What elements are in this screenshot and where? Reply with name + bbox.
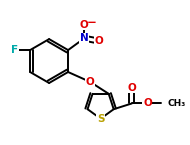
Text: O: O: [127, 83, 136, 93]
Text: CH₃: CH₃: [168, 99, 186, 108]
Text: N: N: [80, 33, 89, 43]
Text: S: S: [97, 114, 104, 124]
Text: O: O: [95, 36, 104, 46]
Text: −: −: [87, 17, 97, 29]
Text: O: O: [80, 20, 89, 29]
Text: O: O: [86, 77, 95, 87]
Text: F: F: [11, 45, 18, 55]
Text: O: O: [143, 98, 152, 108]
